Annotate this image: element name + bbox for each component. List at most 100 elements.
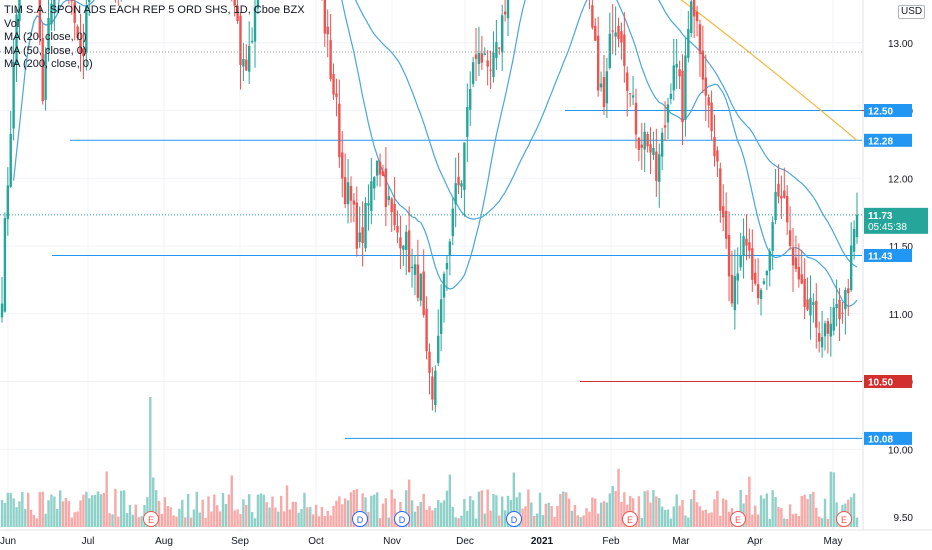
volume-bar — [701, 510, 705, 527]
candle-body — [672, 65, 675, 91]
volume-bar — [274, 507, 277, 527]
volume-bar — [835, 502, 838, 527]
volume-bar — [547, 502, 550, 527]
volume-bar — [390, 489, 393, 527]
volume-bar — [791, 514, 795, 527]
candle-body — [373, 177, 376, 189]
candle-body — [434, 370, 437, 406]
volume-bar — [544, 503, 548, 527]
volume-bar — [184, 517, 187, 527]
volume-bar — [117, 516, 120, 527]
earnings-marker[interactable] — [836, 511, 852, 527]
candle-body — [384, 168, 388, 207]
price-tick-label: 13.00 — [888, 39, 913, 50]
volume-bar — [105, 471, 108, 527]
volume-bar — [108, 513, 111, 527]
candle-body — [239, 15, 242, 65]
volume-bar — [425, 509, 428, 527]
candle-body — [422, 271, 425, 316]
volume-bar — [343, 498, 347, 527]
volume-bar — [300, 508, 303, 527]
earnings-marker[interactable] — [143, 511, 159, 527]
volume-bar — [655, 496, 658, 527]
volume-bar — [756, 514, 760, 527]
earnings-marker[interactable] — [622, 511, 638, 527]
horizontal-levels — [52, 110, 870, 439]
candle-body — [396, 226, 399, 233]
volume-bar — [512, 472, 516, 527]
volume-bar — [227, 494, 231, 527]
candle-body — [730, 274, 734, 304]
legend-ma-20[interactable]: MA (20, close, 0) — [4, 31, 87, 43]
volume-bar — [469, 496, 472, 527]
volume-bar — [329, 515, 332, 527]
time-tick-label: Mar — [672, 536, 690, 547]
candlesticks — [0, 0, 859, 413]
legend-volume[interactable]: Vol — [4, 17, 20, 30]
time-tick-label: Apr — [747, 536, 763, 547]
candle-body — [681, 70, 684, 123]
volume-bar — [768, 518, 771, 527]
volume-bar — [271, 496, 274, 527]
volume-bar — [346, 500, 350, 527]
volume-bar — [378, 518, 382, 527]
candle-body — [684, 55, 687, 120]
candle-body — [247, 45, 251, 72]
volume-bar — [594, 498, 597, 527]
candle-body — [695, 11, 699, 22]
volume-bar — [233, 510, 236, 527]
volume-bar — [355, 489, 358, 527]
volume-bar — [373, 494, 376, 527]
candle-body — [323, 0, 327, 34]
candle-body — [402, 245, 405, 250]
volume-bar — [556, 505, 559, 527]
candle-body — [855, 214, 859, 238]
time-axis: Jun Jul Aug Sep Oct Nov Dec 2021 Feb Mar Apr May — [0, 536, 842, 547]
volume-bar — [503, 510, 507, 527]
volume-bar — [407, 479, 411, 527]
candle-body — [0, 303, 4, 318]
volume-bar — [751, 514, 754, 527]
candle-body — [367, 203, 370, 206]
level-price-tag — [864, 104, 912, 117]
currency-badge[interactable]: USD — [898, 5, 926, 19]
volume-bar — [352, 489, 356, 527]
dividend-marker[interactable] — [394, 511, 410, 527]
volume-bar — [611, 486, 614, 527]
volume-bar — [416, 506, 420, 527]
volume-bar — [579, 517, 582, 527]
volume-bar — [660, 506, 664, 527]
candle-body — [652, 147, 655, 156]
volume-bar — [67, 501, 71, 527]
earnings-marker[interactable] — [730, 511, 746, 527]
candle-body — [70, 0, 73, 2]
volume-bar — [783, 518, 786, 527]
candle-body — [346, 182, 350, 205]
volume-bar — [815, 507, 818, 527]
dividend-marker[interactable] — [506, 511, 522, 527]
volume-bar — [288, 509, 292, 527]
candle-body — [439, 299, 443, 334]
dividend-marker[interactable] — [352, 511, 368, 527]
volume-bar — [207, 496, 210, 527]
volume-bar — [163, 497, 167, 527]
volume-bar — [178, 508, 181, 527]
candle-body — [608, 33, 612, 68]
volume-bar — [131, 514, 135, 527]
volume-bar — [817, 516, 821, 527]
volume-bar — [707, 513, 710, 527]
candle-body — [797, 266, 801, 280]
volume-bar — [599, 502, 603, 527]
volume-bar — [434, 507, 437, 527]
level-price-label: 10.50 — [868, 378, 893, 389]
candle-body — [620, 31, 623, 43]
candle-body — [727, 234, 731, 277]
volume-bar — [15, 507, 18, 527]
volume-bar — [745, 494, 748, 527]
legend-ma-200[interactable]: MA (200, close, 0) — [4, 58, 93, 70]
volume-bar — [724, 499, 728, 527]
volume-bar — [102, 493, 105, 527]
volume-bar — [186, 493, 190, 527]
legend-ma-50[interactable]: MA (50, close, 0) — [4, 44, 87, 57]
